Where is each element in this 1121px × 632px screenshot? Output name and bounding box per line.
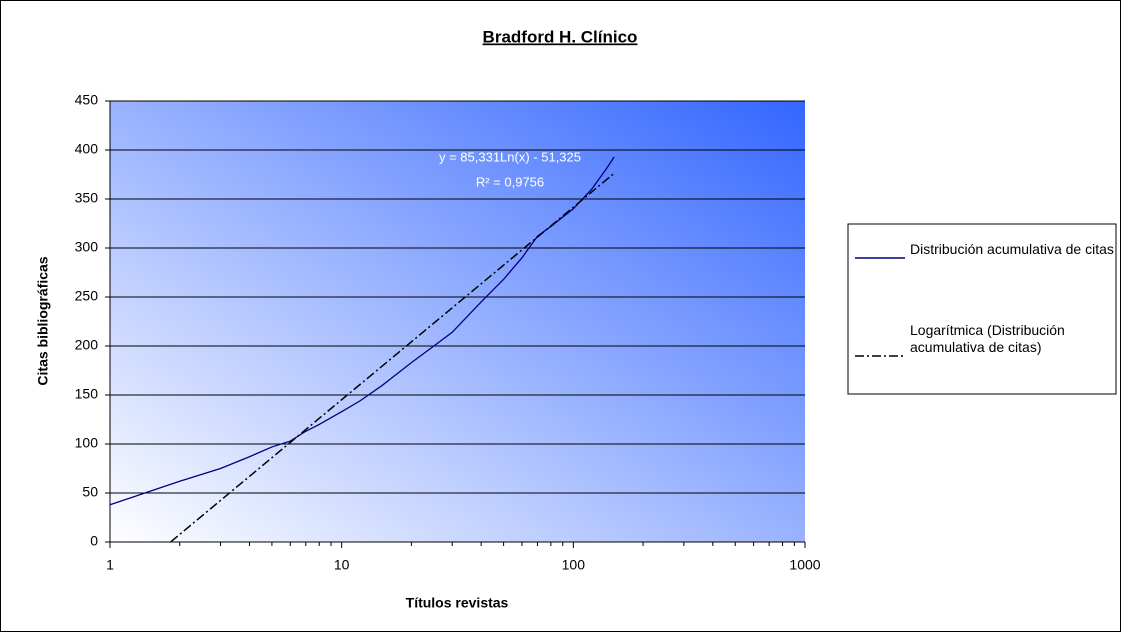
legend-entry: Logarítmica (Distribución acumulativa de… — [910, 322, 1065, 355]
y-axis-label: Citas bibliográficas — [35, 256, 51, 385]
series-line — [170, 172, 615, 543]
y-tick-label: 100 — [75, 435, 99, 451]
y-tick-label: 400 — [75, 141, 99, 157]
x-tick-label: 1000 — [789, 557, 820, 573]
x-tick-label: 10 — [334, 557, 350, 573]
y-tick-label: 0 — [90, 533, 98, 549]
legend-label: Logarítmica (Distribución acumulativa de… — [910, 322, 1065, 355]
trend-r2: R² = 0,9756 — [476, 174, 544, 189]
y-tick-label: 250 — [75, 288, 99, 304]
y-tick-label: 450 — [75, 92, 99, 108]
plot-area — [110, 101, 805, 542]
chart-title: Bradford H. Clínico — [483, 27, 638, 46]
y-tick-label: 150 — [75, 386, 99, 402]
x-tick-label: 100 — [562, 557, 586, 573]
legend-box — [847, 223, 1117, 395]
trend-equation: y = 85,331Ln(x) - 51,325 — [439, 149, 581, 164]
y-tick-label: 300 — [75, 239, 99, 255]
x-tick-label: 1 — [106, 557, 114, 573]
legend-entry: Distribución acumulativa de citas — [910, 241, 1114, 257]
y-tick-label: 350 — [75, 190, 99, 206]
legend-label: Distribución acumulativa de citas — [910, 241, 1114, 257]
x-axis-label: Títulos revistas — [406, 595, 509, 611]
y-tick-label: 50 — [82, 484, 98, 500]
y-tick-label: 200 — [75, 337, 99, 353]
